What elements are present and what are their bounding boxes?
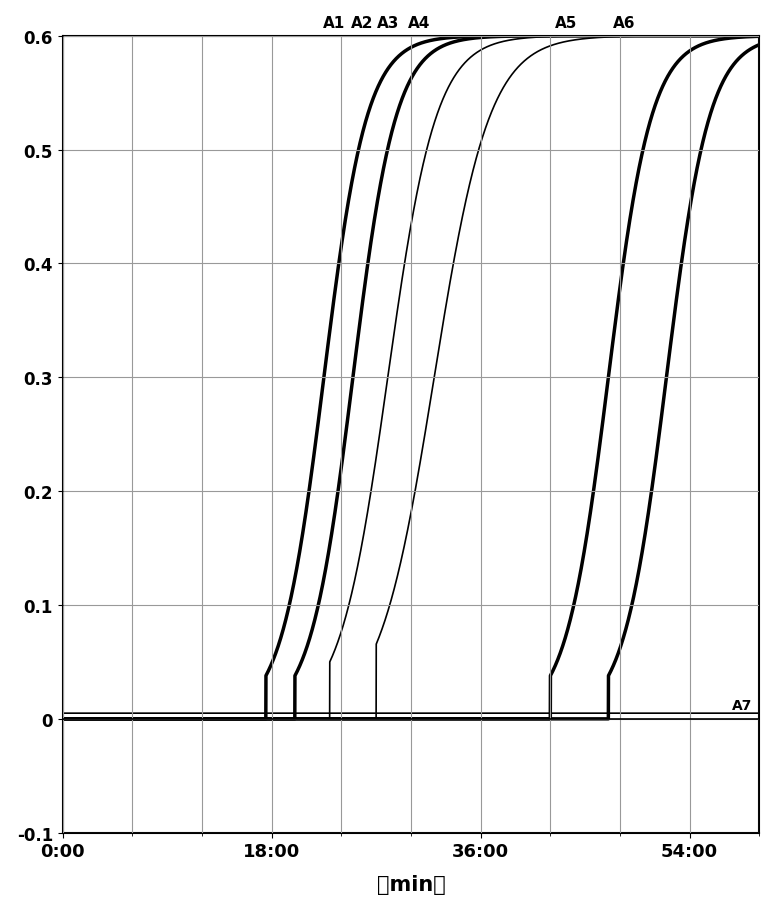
Text: A2: A2 [352, 16, 374, 31]
Text: A4: A4 [407, 16, 430, 31]
Text: A5: A5 [555, 16, 577, 31]
Text: A6: A6 [612, 16, 635, 31]
Text: A3: A3 [376, 16, 399, 31]
Text: A1: A1 [323, 16, 345, 31]
Text: A7: A7 [733, 699, 753, 712]
X-axis label: （min）: （min） [376, 875, 445, 895]
